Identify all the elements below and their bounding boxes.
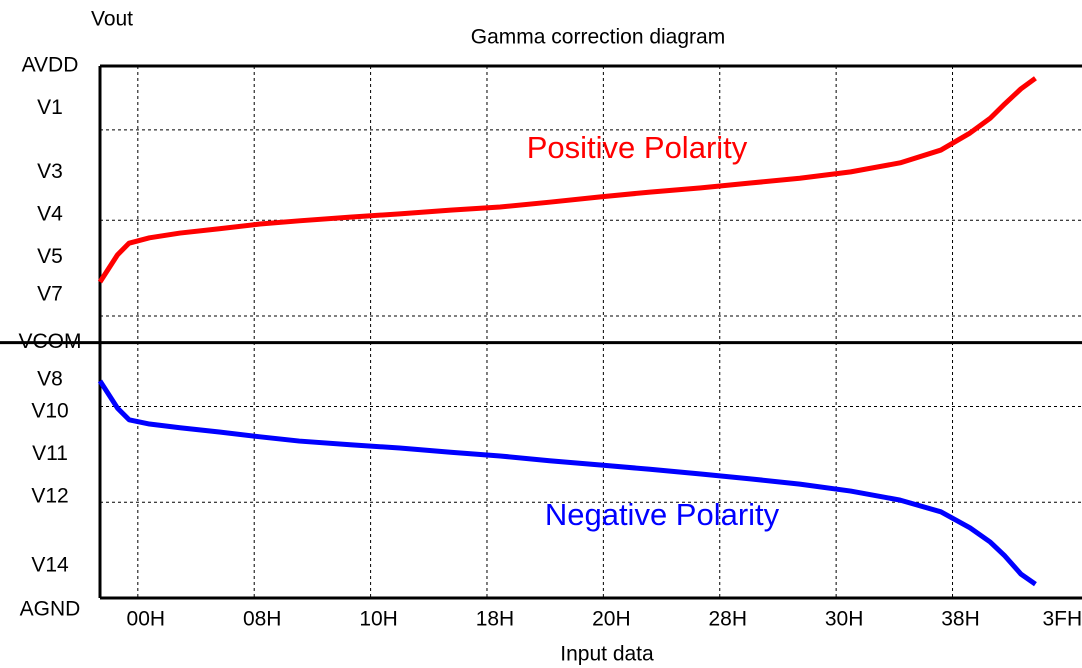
chart-title: Gamma correction diagram	[471, 26, 725, 49]
series-line	[97, 76, 1037, 284]
y-tick-label: V8	[37, 367, 63, 390]
series-label: Negative Polarity	[545, 497, 780, 532]
y-tick-label: AVDD	[22, 54, 79, 77]
x-tick-label: 38H	[941, 608, 980, 631]
y-tick-label: V1	[37, 96, 63, 119]
y-tick-label: V3	[37, 160, 63, 183]
series-label: Positive Polarity	[527, 130, 748, 165]
x-tick-label: 30H	[825, 608, 864, 631]
x-tick-label: 10H	[359, 608, 398, 631]
y-tick-label: V5	[37, 245, 63, 268]
x-axis-label: Input data	[560, 643, 654, 666]
x-tick-label: 08H	[243, 608, 282, 631]
y-axis-label: Vout	[91, 8, 133, 31]
x-tick-label: 3FH	[1043, 608, 1082, 631]
y-tick-label: V10	[31, 399, 68, 422]
y-tick-label: AGND	[20, 598, 81, 621]
y-tick-label: V4	[37, 203, 63, 226]
y-tick-label: V11	[32, 442, 68, 465]
x-tick-label: 18H	[476, 608, 515, 631]
y-tick-label: V14	[31, 554, 69, 577]
series-line	[97, 379, 1037, 587]
y-tick-label: V12	[31, 484, 68, 507]
x-tick-label: 28H	[708, 608, 747, 631]
y-tick-label: V7	[37, 282, 63, 305]
x-tick-label: 20H	[592, 608, 631, 631]
x-tick-label: 00H	[127, 608, 166, 631]
